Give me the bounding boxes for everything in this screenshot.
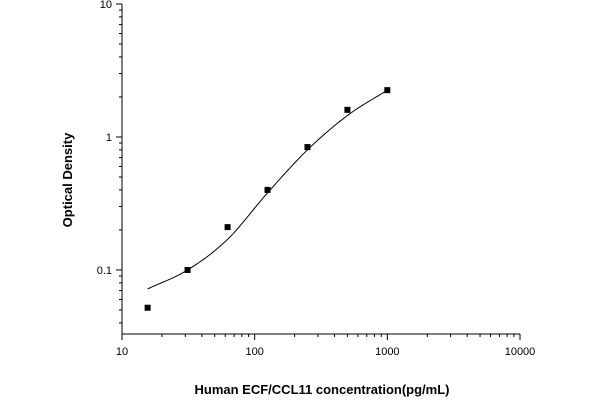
data-point-marker	[344, 106, 351, 113]
data-point-marker	[224, 224, 231, 231]
x-axis-title: Human ECF/CCL11 concentration(pg/mL)	[195, 382, 450, 397]
data-point-marker	[264, 186, 271, 193]
x-tick-label: 1000	[375, 346, 399, 358]
x-tick-label: 100	[245, 346, 263, 358]
data-point-marker	[384, 87, 391, 94]
data-point-marker	[184, 266, 191, 273]
y-tick-label: 10	[100, 0, 112, 11]
y-axis-title: Optical Density	[60, 132, 75, 227]
x-tick-label: 10	[116, 346, 128, 358]
data-point-marker	[304, 144, 311, 151]
y-tick-label: 0.1	[97, 265, 112, 277]
axes-layer	[121, 4, 520, 335]
data-point-marker	[144, 304, 151, 311]
x-tick-label: 10000	[505, 346, 536, 358]
y-tick-label: 1	[106, 132, 112, 144]
data-points-layer	[144, 87, 391, 311]
ticks-layer: 10 100 1000 10000 0.1 1 10	[97, 0, 536, 358]
